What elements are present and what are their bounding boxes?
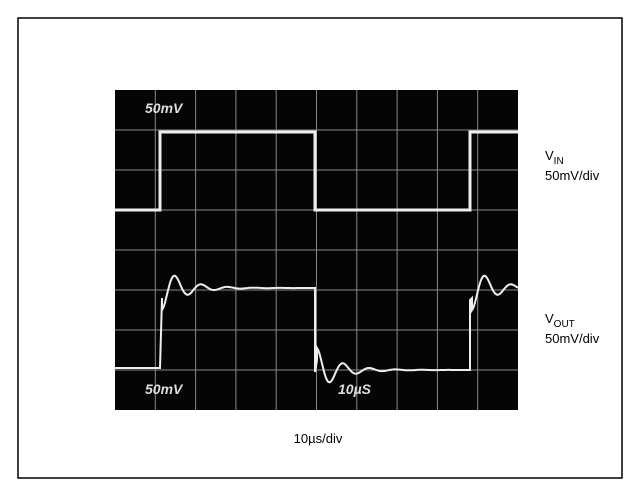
trace-sub: OUT [554,319,575,330]
trace-main: V [545,148,554,163]
trace-main: V [545,311,554,326]
vin-trace [115,130,518,212]
scope-top-label: 50mV [145,100,184,116]
scope-time-label: 10µS [338,381,372,397]
frame [17,17,623,479]
x-caption: 10µs/div [294,431,343,446]
trace-scale: 50mV/div [545,331,600,346]
trace-name: VOUT [545,311,575,330]
trace-name: VIN [545,148,564,167]
scope-bottom-label: 50mV [145,381,184,397]
trace-scale: 50mV/div [545,168,600,183]
vout-trace [115,274,519,384]
trace-sub: IN [554,156,564,167]
